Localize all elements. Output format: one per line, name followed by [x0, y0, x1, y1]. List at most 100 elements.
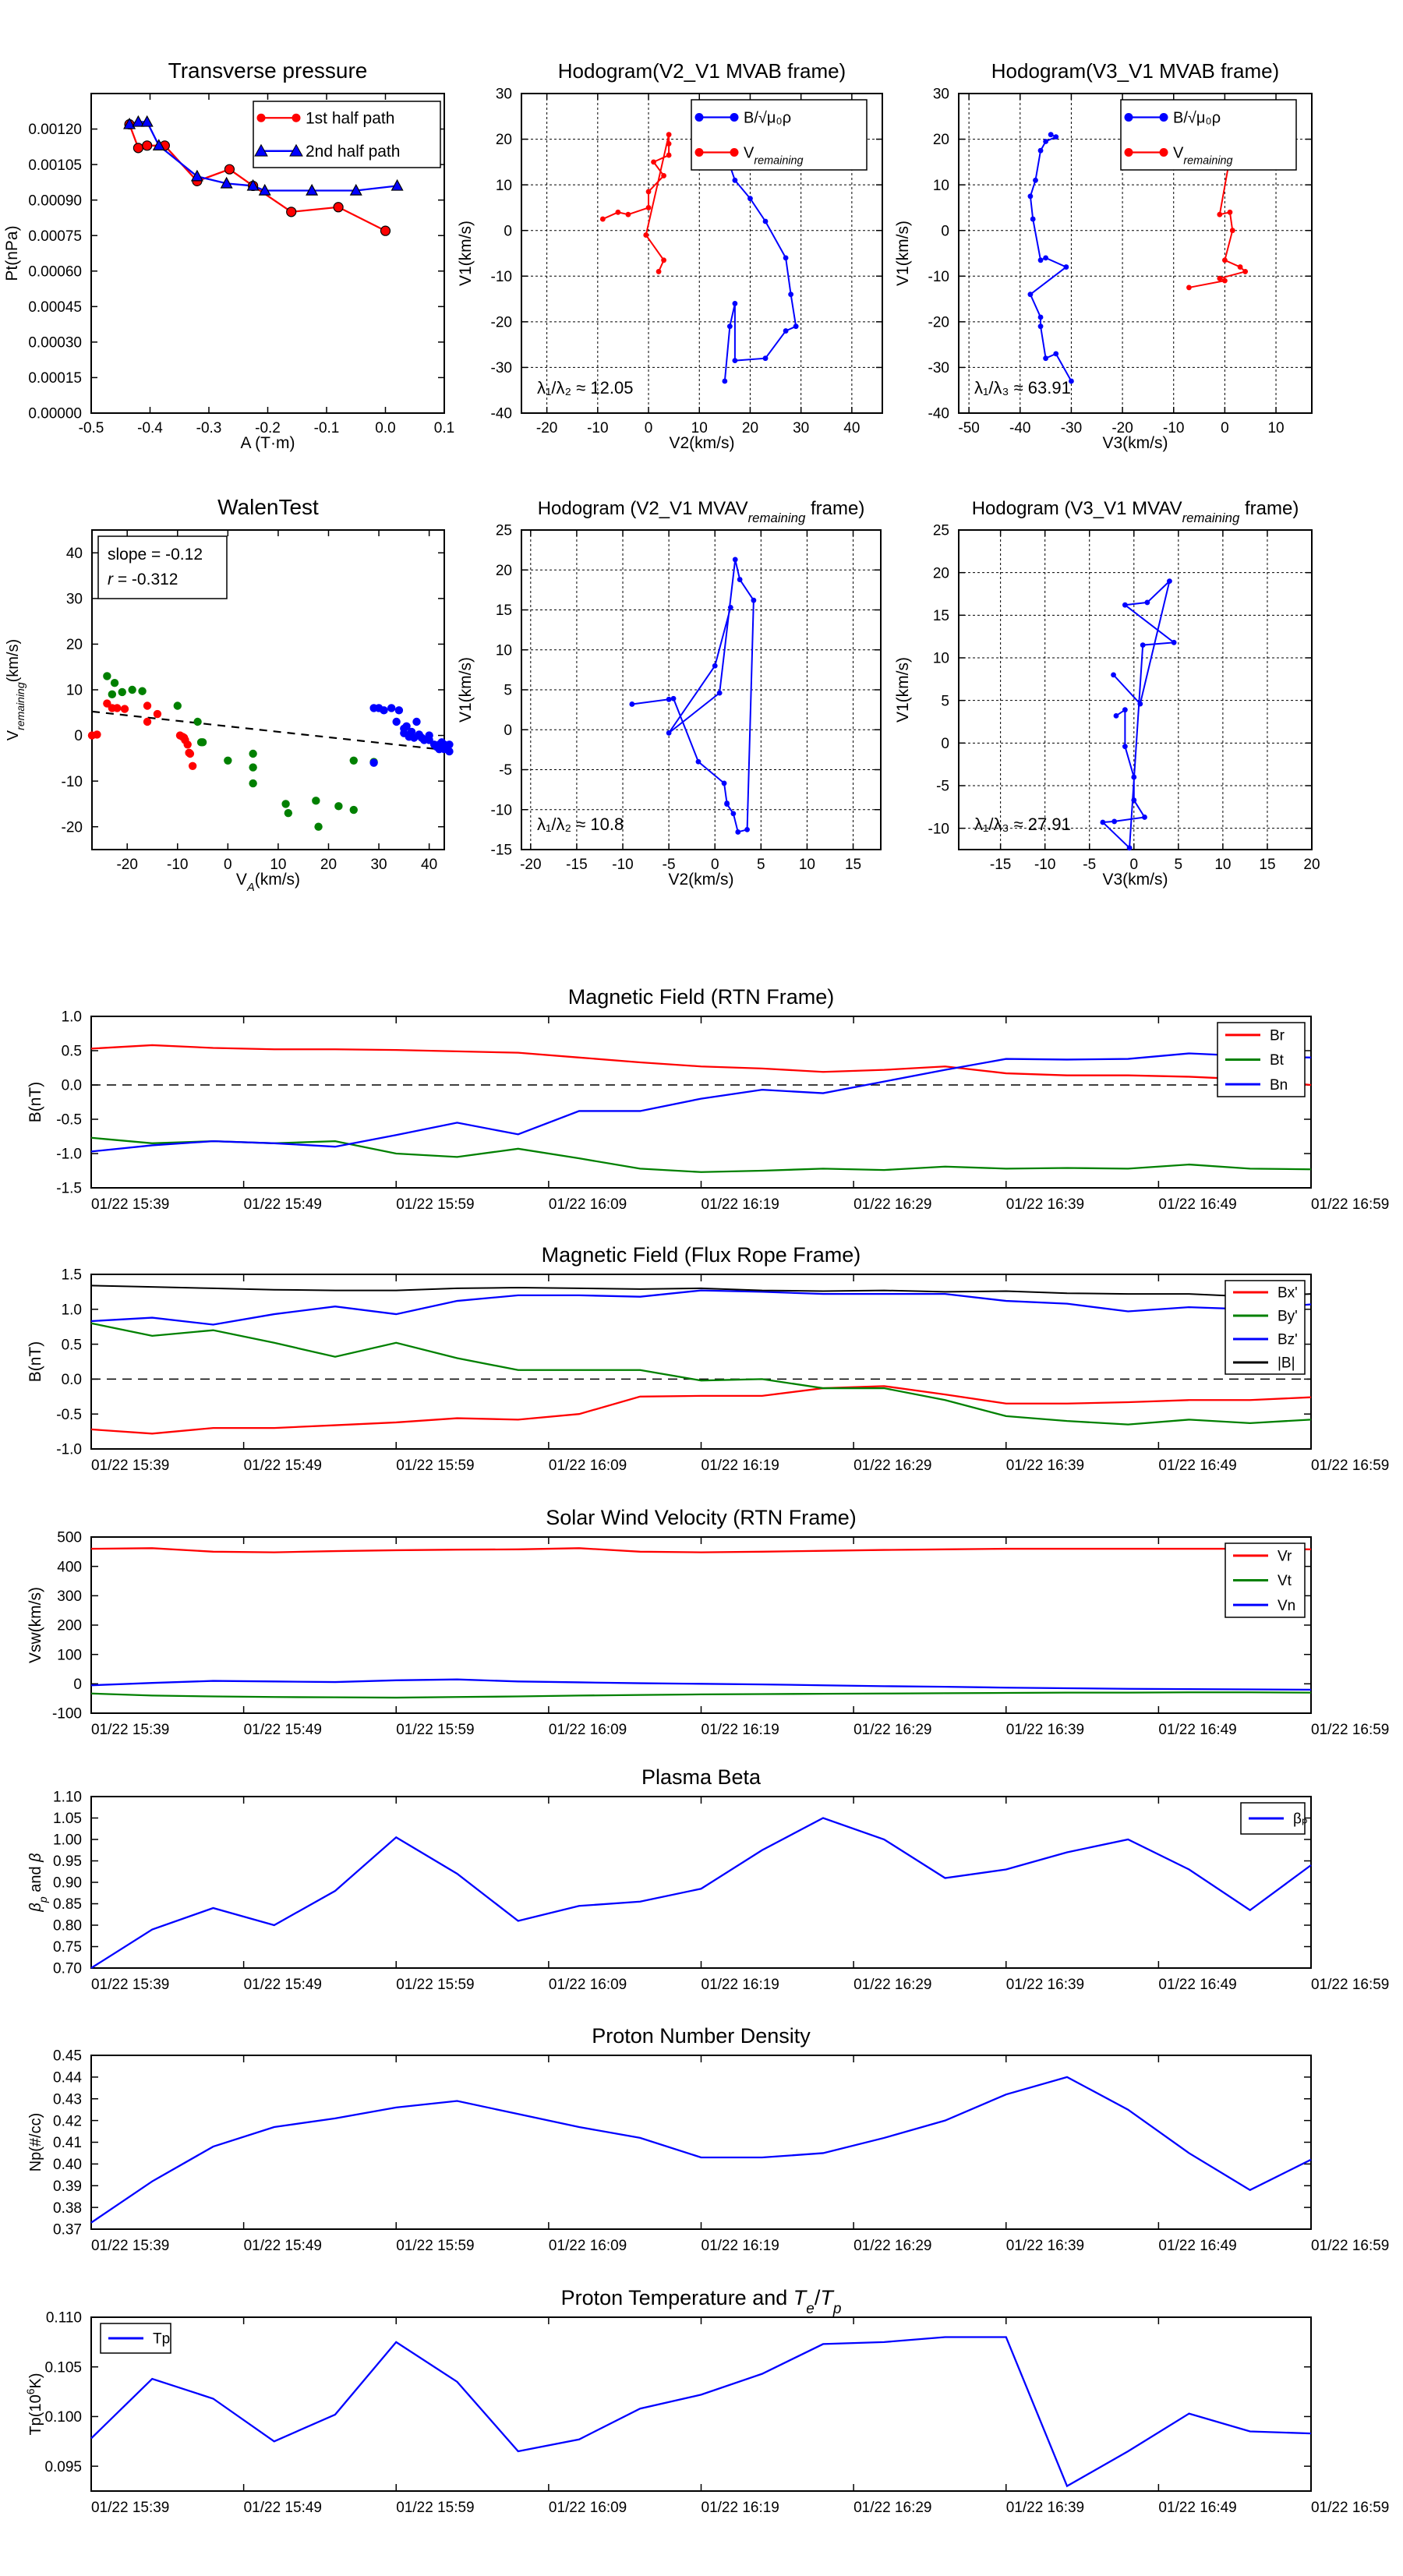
svg-text:-15: -15 [566, 857, 587, 873]
svg-text:0.00075: 0.00075 [28, 228, 82, 245]
svg-text:20: 20 [933, 132, 949, 148]
svg-text:Pt(nPa): Pt(nPa) [3, 225, 21, 281]
svg-text:01/22 16:49: 01/22 16:49 [1158, 2238, 1236, 2254]
svg-text:0.37: 0.37 [53, 2222, 82, 2239]
svg-text:-30: -30 [491, 360, 512, 376]
svg-text:V1(km/s): V1(km/s) [457, 221, 475, 286]
svg-text:Plasma Beta: Plasma Beta [641, 1765, 762, 1789]
svg-text:B/√μ₀ρ: B/√μ₀ρ [744, 110, 791, 127]
svg-text:0.100: 0.100 [44, 2409, 82, 2426]
svg-text:10: 10 [933, 178, 949, 194]
svg-text:0.75: 0.75 [53, 1939, 82, 1956]
svg-text:0.1: 0.1 [434, 420, 454, 436]
svg-text:01/22 15:39: 01/22 15:39 [91, 1458, 169, 1474]
svg-text:0.44: 0.44 [53, 2070, 82, 2087]
svg-text:1.10: 1.10 [53, 1790, 82, 1806]
svg-text:λ₁/λ₃ ≈ 27.91: λ₁/λ₃ ≈ 27.91 [974, 814, 1071, 834]
svg-text:B/√μ₀ρ: B/√μ₀ρ [1173, 110, 1221, 127]
svg-text:200: 200 [57, 1618, 82, 1634]
svg-text:A (T·m): A (T·m) [241, 434, 295, 452]
svg-text:0.105: 0.105 [44, 2359, 82, 2376]
svg-text:01/22 15:39: 01/22 15:39 [91, 1722, 169, 1738]
svg-text:01/22 16:39: 01/22 16:39 [1006, 1458, 1084, 1474]
svg-text:0.43: 0.43 [53, 2091, 82, 2108]
svg-text:-40: -40 [928, 406, 949, 422]
svg-text:0.00015: 0.00015 [28, 370, 82, 387]
svg-text:-0.5: -0.5 [56, 1112, 82, 1129]
svg-text:Magnetic Field (RTN Frame): Magnetic Field (RTN Frame) [568, 985, 835, 1009]
svg-text:-20: -20 [491, 315, 512, 331]
svg-text:0.110: 0.110 [46, 2310, 82, 2327]
svg-text:0: 0 [73, 1677, 82, 1693]
svg-text:01/22 16:49: 01/22 16:49 [1158, 1977, 1236, 1993]
svg-text:0.00000: 0.00000 [28, 406, 82, 422]
svg-text:01/22 16:39: 01/22 16:39 [1006, 1722, 1084, 1738]
svg-text:0.0: 0.0 [62, 1372, 82, 1388]
svg-text:1.0: 1.0 [62, 1302, 82, 1318]
svg-text:By': By' [1278, 1309, 1298, 1325]
svg-text:B(nT): B(nT) [27, 1341, 44, 1383]
svg-text:Tp(106K): Tp(106K) [24, 2373, 44, 2435]
svg-text:0.095: 0.095 [44, 2459, 82, 2475]
svg-text:-15: -15 [990, 857, 1011, 873]
svg-text:100: 100 [57, 1647, 82, 1663]
svg-text:20: 20 [742, 420, 758, 436]
svg-text:B(nT): B(nT) [27, 1082, 44, 1123]
svg-text:5: 5 [941, 693, 949, 709]
svg-text:15: 15 [496, 602, 512, 619]
svg-text:-1.5: -1.5 [56, 1181, 82, 1197]
svg-text:01/22 15:59: 01/22 15:59 [396, 1977, 474, 1993]
svg-text:-10: -10 [928, 821, 949, 837]
svg-text:1st half path: 1st half path [306, 110, 394, 128]
svg-text:5: 5 [1175, 857, 1183, 873]
svg-text:-0.3: -0.3 [196, 420, 222, 436]
svg-text:-20: -20 [520, 857, 541, 873]
svg-text:0.41: 0.41 [53, 2135, 82, 2151]
svg-text:-10: -10 [62, 774, 83, 790]
svg-text:Bn: Bn [1270, 1077, 1288, 1094]
svg-text:Solar Wind Velocity (RTN Frame: Solar Wind Velocity (RTN Frame) [546, 1506, 857, 1529]
svg-text:V2(km/s): V2(km/s) [669, 871, 734, 889]
svg-text:0: 0 [941, 223, 949, 239]
svg-text:-10: -10 [1034, 857, 1055, 873]
svg-text:Hodogram(V2_V1 MVAB frame): Hodogram(V2_V1 MVAB frame) [558, 59, 846, 83]
svg-text:10: 10 [496, 642, 512, 659]
svg-text:01/22 16:09: 01/22 16:09 [549, 1722, 627, 1738]
svg-text:0.38: 0.38 [53, 2200, 82, 2217]
svg-text:βₚ: βₚ [1293, 1811, 1308, 1828]
svg-text:-0.5: -0.5 [79, 420, 104, 436]
svg-text:0.00045: 0.00045 [28, 299, 82, 316]
svg-text:30: 30 [933, 87, 949, 103]
svg-text:Bx': Bx' [1278, 1285, 1298, 1302]
svg-text:01/22 15:59: 01/22 15:59 [396, 1458, 474, 1474]
svg-text:-50: -50 [958, 420, 979, 436]
svg-text:Tp: Tp [153, 2331, 170, 2348]
svg-text:01/22 16:59: 01/22 16:59 [1311, 2238, 1389, 2254]
svg-text:-0.1: -0.1 [314, 420, 340, 436]
svg-text:20: 20 [496, 132, 512, 148]
svg-text:2nd half path: 2nd half path [306, 143, 400, 161]
svg-text:-15: -15 [491, 843, 512, 859]
svg-text:20: 20 [933, 565, 949, 581]
svg-text:01/22 15:49: 01/22 15:49 [244, 1196, 322, 1213]
svg-text:-0.5: -0.5 [56, 1407, 82, 1423]
svg-text:0.95: 0.95 [53, 1853, 82, 1870]
svg-text:1.05: 1.05 [53, 1811, 82, 1827]
svg-text:10: 10 [66, 683, 83, 699]
svg-text:01/22 16:09: 01/22 16:09 [549, 2238, 627, 2254]
svg-text:0.40: 0.40 [53, 2157, 82, 2173]
svg-text:10: 10 [496, 178, 512, 194]
svg-text:01/22 15:49: 01/22 15:49 [244, 1458, 322, 1474]
svg-text:V3(km/s): V3(km/s) [1103, 871, 1168, 889]
svg-text:0: 0 [504, 723, 512, 739]
svg-text:r = -0.312: r = -0.312 [108, 571, 178, 588]
svg-text:0.0: 0.0 [62, 1078, 82, 1094]
svg-text:40: 40 [421, 857, 437, 873]
svg-text:λ₁/λ₂ ≈ 10.8: λ₁/λ₂ ≈ 10.8 [537, 814, 624, 834]
svg-text:λ₁/λ₂ ≈ 12.05: λ₁/λ₂ ≈ 12.05 [537, 378, 633, 398]
svg-text:01/22 15:39: 01/22 15:39 [91, 2238, 169, 2254]
svg-text:1.5: 1.5 [62, 1267, 82, 1284]
svg-text:01/22 16:19: 01/22 16:19 [702, 1722, 779, 1738]
svg-text:Magnetic Field (Flux Rope Fram: Magnetic Field (Flux Rope Frame) [542, 1243, 861, 1267]
svg-text:0: 0 [941, 736, 949, 752]
